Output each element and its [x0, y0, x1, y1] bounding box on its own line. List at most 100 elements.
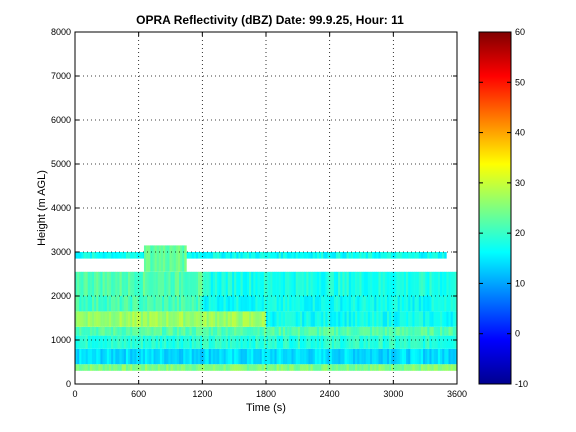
heatmap-cell: [111, 348, 114, 365]
heatmap-cell: [346, 348, 350, 365]
heatmap-cell: [215, 348, 218, 365]
heatmap-cell: [329, 311, 333, 327]
heatmap-cell: [325, 296, 328, 312]
heatmap-cell: [406, 364, 409, 371]
heatmap-cell: [238, 326, 241, 336]
heatmap-cell: [259, 296, 263, 312]
heatmap-cell: [448, 348, 451, 365]
heatmap-cell: [365, 252, 369, 259]
x-tick-label: 600: [131, 389, 146, 399]
heatmap-cell: [106, 335, 110, 349]
heatmap-cell: [374, 296, 377, 312]
heatmap-cell: [106, 364, 110, 371]
heatmap-cell: [121, 326, 125, 336]
heatmap-cell: [297, 326, 301, 336]
heatmap-cell: [293, 252, 297, 259]
heatmap-cell: [244, 271, 248, 296]
heatmap-cell: [189, 271, 193, 296]
heatmap-cell: [204, 271, 207, 296]
heatmap-cell: [185, 364, 188, 371]
heatmap-cell: [132, 335, 135, 349]
heatmap-cell: [98, 364, 101, 371]
heatmap-cell: [117, 271, 120, 296]
heatmap-cell: [314, 271, 318, 296]
heatmap-cell: [268, 296, 271, 312]
heatmap-cell: [418, 326, 422, 336]
heatmap-cell: [261, 271, 265, 296]
heatmap-cell: [117, 364, 120, 371]
heatmap-cell: [91, 271, 95, 296]
heatmap-cell: [183, 271, 186, 296]
heatmap-cell: [323, 326, 326, 336]
heatmap-cell: [166, 326, 169, 336]
heatmap-cell: [236, 364, 239, 371]
heatmap-cell: [210, 311, 214, 327]
heatmap-cell: [389, 326, 392, 336]
heatmap-cell: [108, 326, 112, 336]
heatmap-cell: [104, 348, 108, 365]
heatmap-cell: [100, 296, 103, 312]
heatmap-cell: [425, 271, 428, 296]
heatmap-cell: [121, 271, 125, 296]
heatmap-cell: [91, 296, 95, 312]
heatmap-cell: [96, 326, 99, 336]
heatmap-cell: [175, 245, 179, 272]
heatmap-cell: [406, 326, 409, 336]
heatmap-cell: [77, 296, 80, 312]
heatmap-cell: [257, 271, 260, 296]
heatmap-cell: [293, 296, 297, 312]
heatmap-cell: [102, 335, 106, 349]
heatmap-cell: [310, 326, 313, 336]
heatmap-cell: [289, 296, 292, 312]
heatmap-cell: [308, 311, 311, 327]
heatmap-cell: [153, 326, 156, 336]
heatmap-cell: [210, 296, 214, 312]
heatmap-cell: [128, 348, 131, 365]
heatmap-cell: [167, 245, 170, 272]
heatmap-cell: [380, 311, 384, 327]
heatmap-cell: [238, 364, 241, 371]
heatmap-cell: [408, 348, 411, 365]
heatmap-cell: [187, 311, 190, 327]
heatmap-cell: [168, 364, 171, 371]
heatmap-cell: [433, 326, 437, 336]
heatmap-cell: [355, 296, 358, 312]
heatmap-cell: [204, 252, 207, 259]
heatmap-cell: [132, 271, 135, 296]
heatmap-cell: [287, 335, 290, 349]
heatmap-cell: [195, 326, 199, 336]
heatmap-cell: [242, 252, 246, 259]
heatmap-cell: [276, 252, 280, 259]
heatmap-cell: [435, 271, 439, 296]
heatmap-cell: [140, 252, 144, 259]
heatmap-cell: [198, 335, 201, 349]
heatmap-cell: [246, 326, 250, 336]
heatmap-cell: [261, 326, 265, 336]
heatmap-cell: [285, 335, 288, 349]
heatmap-cell: [280, 348, 284, 365]
heatmap-cell: [406, 335, 409, 349]
heatmap-cell: [178, 296, 182, 312]
heatmap-cell: [389, 252, 392, 259]
heatmap-cell: [416, 364, 420, 371]
heatmap-cell: [340, 252, 343, 259]
heatmap-cell: [386, 335, 390, 349]
heatmap-cell: [229, 296, 233, 312]
heatmap-cell: [289, 335, 292, 349]
heatmap-cell: [89, 326, 93, 336]
heatmap-cell: [312, 311, 316, 327]
heatmap-cell: [299, 311, 303, 327]
heatmap-cell: [83, 326, 86, 336]
heatmap-cell: [378, 326, 381, 336]
heatmap-cell: [308, 364, 311, 371]
heatmap-cell: [138, 271, 142, 296]
heatmap-cell: [244, 311, 248, 327]
heatmap-cell: [171, 245, 174, 272]
heatmap-cell: [338, 296, 341, 312]
heatmap-cell: [85, 364, 89, 371]
heatmap-cell: [261, 364, 265, 371]
heatmap-cell: [367, 335, 371, 349]
heatmap-cell: [306, 271, 309, 296]
heatmap-cell: [125, 252, 129, 259]
